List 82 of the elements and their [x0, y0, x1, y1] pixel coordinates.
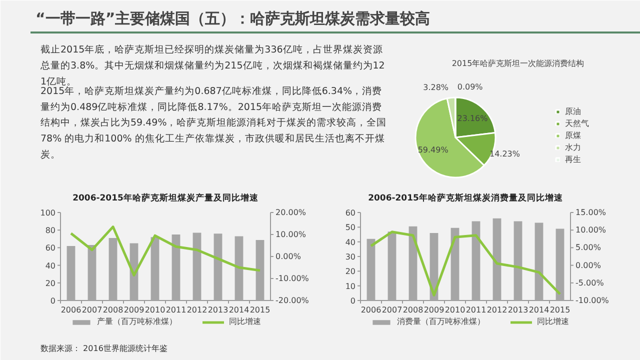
legend-label: 同比增速 [537, 316, 569, 327]
x-tick-label: 2011 [166, 306, 186, 314]
bar [108, 238, 118, 300]
legend-label: 消费量（百万吨标准煤） [397, 316, 485, 327]
x-tick-label: 2014 [228, 306, 250, 314]
x-tick-label: 2015 [550, 306, 570, 314]
x-tick-label: 2009 [424, 306, 444, 314]
data-label: 59.49% [418, 145, 449, 154]
x-tick-label: 2010 [444, 306, 466, 314]
x-tick-label: 2012 [186, 306, 208, 314]
y-tick-label: 60 [45, 244, 56, 253]
y-tick-label: 20 [45, 278, 56, 288]
y2-tick-label: -10.00% [276, 274, 310, 283]
source-note: 数据来源： 2016世界能源统计年鉴 [40, 344, 168, 353]
bar [556, 228, 564, 300]
bar [88, 245, 96, 300]
line-series [70, 226, 262, 276]
y2-tick-label: 10.00% [276, 230, 306, 239]
text: 截止2015年底，哈萨克斯坦已经探明的煤炭储量为336亿吨，占世界煤炭资源总量的3.8%。其中无烟煤和烟煤储量约为215亿吨，次烟煤和褐煤储量约为121亿吨。 [40, 44, 385, 88]
text: “一带一路”主要储煤国（五）：哈萨克斯坦煤炭需求量较高 [36, 10, 430, 28]
x-tick-label: 2012 [486, 306, 508, 314]
y-tick-label: 40 [45, 261, 56, 270]
y-tick-label: 30 [345, 252, 356, 262]
y2-tick-label: -5.00% [576, 278, 604, 288]
x-tick-label: 2013 [508, 306, 528, 314]
data-label: 23.16% [457, 114, 488, 123]
bar [366, 238, 376, 300]
data-label: 0.09% [457, 82, 484, 92]
bar [534, 222, 544, 300]
data-label: 3.28% [423, 82, 449, 92]
x-tick-label: 2015 [250, 306, 270, 314]
chart-title: 2015年哈萨克斯坦一次能源消费结构 [452, 59, 584, 68]
x-tick-label: 2009 [124, 306, 144, 314]
bar [172, 234, 180, 300]
bar [214, 234, 222, 300]
x-tick-label: 2011 [466, 306, 486, 314]
x-tick-label: 2008 [402, 306, 424, 314]
legend-label: 原煤 [565, 130, 582, 141]
y-tick-label: 100 [40, 208, 56, 218]
y2-tick-label: 0.00% [576, 260, 602, 270]
bar [492, 218, 502, 300]
y2-tick-label: 10.00% [576, 226, 606, 235]
x-tick-label: 2006 [60, 306, 82, 314]
legend-label: 再生 [565, 154, 582, 165]
bar [514, 221, 522, 300]
x-tick-label: 2007 [382, 306, 402, 314]
y2-tick-label: 5.00% [576, 243, 602, 252]
legend-label: 同比增速 [229, 316, 261, 327]
y2-tick-label: -10.00% [576, 296, 610, 305]
legend-label: 水力 [565, 142, 582, 153]
legend-label: 天然气 [565, 118, 589, 129]
bar [234, 236, 244, 300]
bar [150, 237, 160, 300]
x-tick-label: 2014 [528, 306, 550, 314]
bar [388, 232, 396, 300]
x-tick-label: 2010 [144, 306, 166, 314]
y-tick-label: 0 [350, 296, 356, 306]
bar [66, 246, 76, 300]
data-label: 14.23% [490, 150, 520, 159]
chart-title: 2006-2015年哈萨克斯坦煤炭消费量及同比增速 [368, 192, 564, 204]
y2-tick-label: 20.00% [276, 208, 306, 217]
y2-tick-label: -20.00% [276, 296, 310, 305]
x-tick-label: 2013 [208, 306, 228, 314]
x-tick-label: 2008 [102, 306, 124, 314]
chart-title: 2006-2015年哈萨克斯坦煤炭产量及同比增速 [72, 192, 260, 204]
x-tick-label: 2007 [82, 306, 102, 314]
line-series [370, 230, 562, 296]
y2-tick-label: 0.00% [276, 252, 302, 261]
y-tick-label: 10 [345, 282, 356, 291]
legend-label: 产量（百万吨标准煤） [97, 316, 177, 327]
bar [192, 232, 202, 300]
y-tick-label: 20 [345, 267, 356, 276]
y-tick-label: 40 [345, 238, 356, 247]
legend-label: 原油 [565, 106, 582, 117]
y2-tick-label: 15.00% [576, 208, 606, 217]
y-tick-label: 80 [45, 226, 56, 236]
x-tick-label: 2006 [360, 306, 382, 314]
y-tick-label: 60 [345, 208, 356, 218]
y-tick-label: 50 [345, 223, 356, 232]
bar [472, 221, 480, 300]
y-tick-label: 0 [50, 296, 56, 306]
bar [256, 240, 264, 300]
